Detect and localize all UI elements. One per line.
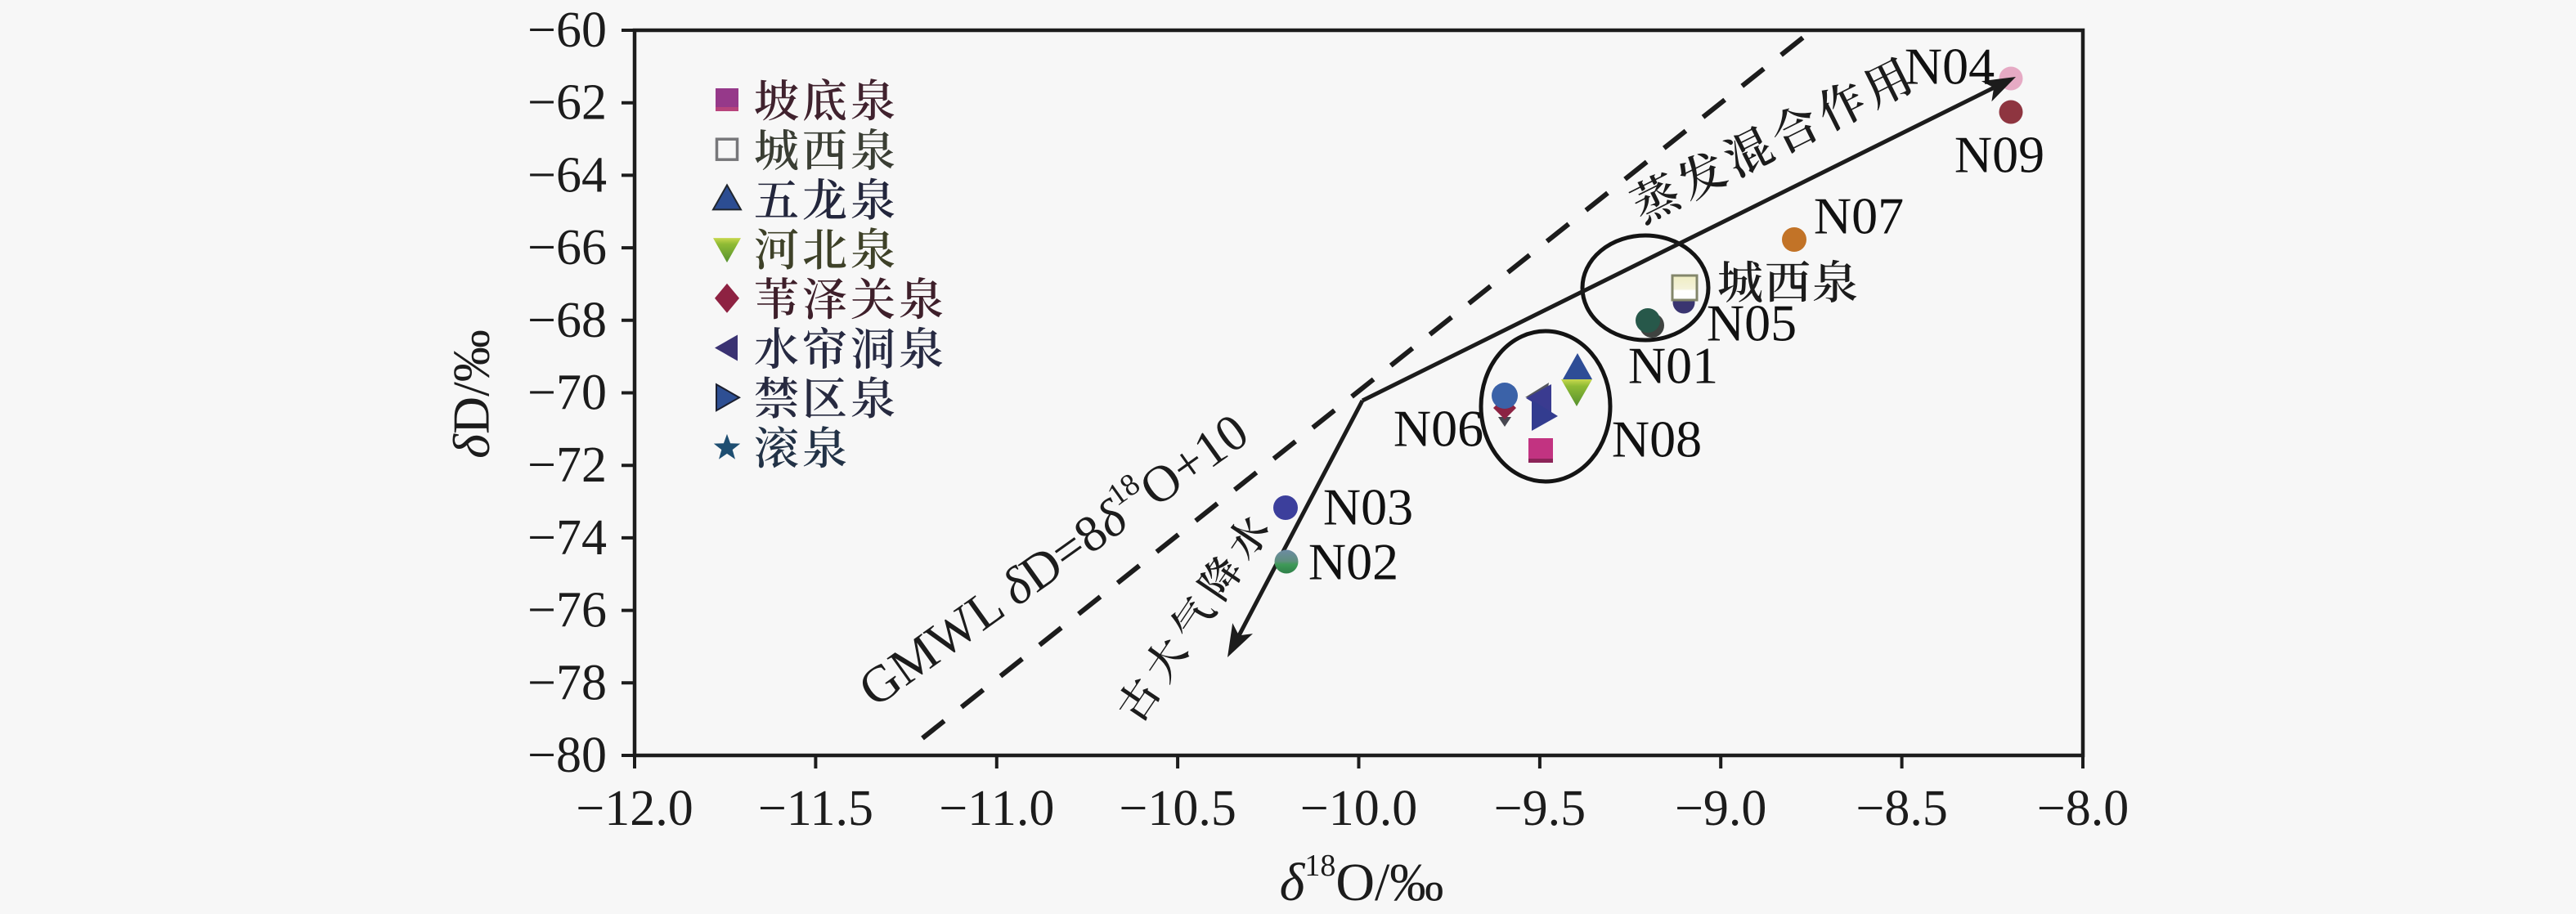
svg-text:−8.0: −8.0	[2037, 781, 2129, 836]
svg-text:−78: −78	[527, 655, 607, 710]
svg-text:N04: N04	[1905, 38, 1995, 96]
svg-text:−80: −80	[527, 728, 607, 783]
svg-text:−76: −76	[527, 583, 607, 638]
svg-text:−74: −74	[527, 510, 607, 566]
svg-text:−10.0: −10.0	[1300, 781, 1417, 836]
svg-text:−12.0: −12.0	[576, 781, 693, 836]
svg-text:−72: −72	[527, 437, 607, 493]
svg-text:−8.5: −8.5	[1856, 781, 1947, 836]
svg-text:N09: N09	[1954, 126, 2044, 184]
svg-text:−70: −70	[527, 365, 607, 421]
svg-text:−9.5: −9.5	[1494, 781, 1586, 836]
svg-text:−68: −68	[527, 293, 607, 348]
svg-text:−66: −66	[527, 220, 607, 276]
svg-text:N05: N05	[1707, 294, 1797, 352]
svg-text:−64: −64	[527, 147, 607, 203]
svg-text:N06: N06	[1393, 400, 1483, 458]
svg-text:N03: N03	[1323, 478, 1413, 536]
svg-text:N01: N01	[1628, 337, 1718, 395]
svg-text:−60: −60	[527, 2, 607, 58]
svg-text:N02: N02	[1308, 533, 1398, 591]
svg-text:δ18O/‰: δ18O/‰	[1280, 849, 1444, 912]
svg-text:−11.5: −11.5	[758, 781, 873, 836]
svg-text:δD/‰: δD/‰	[442, 329, 500, 459]
svg-text:N08: N08	[1612, 410, 1702, 468]
svg-text:−10.5: −10.5	[1119, 781, 1236, 836]
svg-text:−9.0: −9.0	[1675, 781, 1766, 836]
svg-text:−11.0: −11.0	[939, 781, 1054, 836]
svg-text:−62: −62	[527, 75, 607, 131]
svg-text:N07: N07	[1814, 187, 1904, 245]
